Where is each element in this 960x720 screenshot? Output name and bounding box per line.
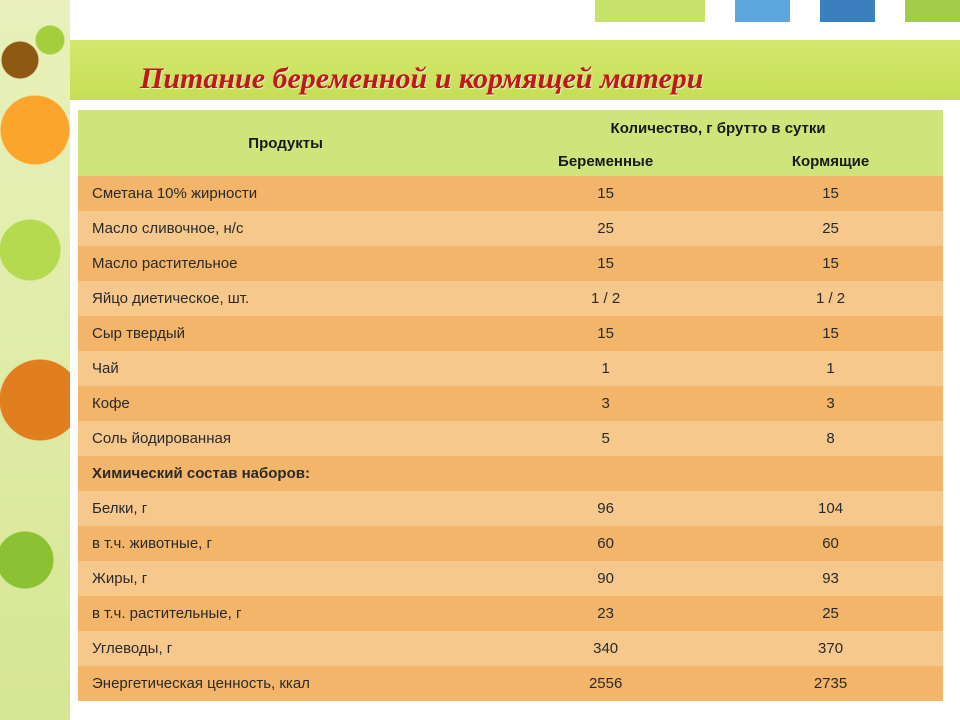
col-header-amount: Количество, г брутто в сутки [493,110,943,147]
table-row: Энергетическая ценность, ккал25562735 [78,666,943,701]
row-value-nursing: 1 / 2 [718,281,943,316]
row-value-nursing [718,456,943,491]
row-label: Кофе [78,386,493,421]
row-value-nursing: 1 [718,351,943,386]
table-row: Сыр твердый1515 [78,316,943,351]
row-value-pregnant [493,456,718,491]
row-value-nursing: 370 [718,631,943,666]
row-label: Белки, г [78,491,493,526]
row-value-nursing: 93 [718,561,943,596]
slide: Питание беременной и кормящей матери Про… [0,0,960,720]
row-label: Яйцо диетическое, шт. [78,281,493,316]
top-color-bars [595,0,960,22]
row-label: Углеводы, г [78,631,493,666]
row-value-pregnant: 90 [493,561,718,596]
row-label: Сыр твердый [78,316,493,351]
table-row: Соль йодированная58 [78,421,943,456]
col-subheader-nursing: Кормящие [718,147,943,176]
nutrition-table: Продукты Количество, г брутто в сутки Бе… [78,110,943,701]
table-row: Сметана 10% жирности1515 [78,176,943,211]
row-value-nursing: 60 [718,526,943,561]
row-value-pregnant: 15 [493,246,718,281]
table-row: Масло сливочное, н/с2525 [78,211,943,246]
row-value-nursing: 8 [718,421,943,456]
row-value-nursing: 15 [718,176,943,211]
row-label: Энергетическая ценность, ккал [78,666,493,701]
row-value-pregnant: 340 [493,631,718,666]
row-value-pregnant: 5 [493,421,718,456]
row-value-nursing: 15 [718,246,943,281]
row-label: Сметана 10% жирности [78,176,493,211]
table-row: Химический состав наборов: [78,456,943,491]
row-label: Соль йодированная [78,421,493,456]
left-photo-strip [0,0,70,720]
table-row: Жиры, г9093 [78,561,943,596]
table-row: Кофе33 [78,386,943,421]
table-row: Яйцо диетическое, шт.1 / 21 / 2 [78,281,943,316]
row-value-pregnant: 60 [493,526,718,561]
row-value-pregnant: 15 [493,316,718,351]
slide-title: Питание беременной и кормящей матери [140,62,940,96]
row-label: Чай [78,351,493,386]
row-value-pregnant: 25 [493,211,718,246]
table-row: в т.ч. животные, г6060 [78,526,943,561]
row-label: Химический состав наборов: [78,456,493,491]
row-value-nursing: 104 [718,491,943,526]
row-value-pregnant: 96 [493,491,718,526]
row-value-pregnant: 2556 [493,666,718,701]
row-value-pregnant: 1 / 2 [493,281,718,316]
row-value-pregnant: 3 [493,386,718,421]
row-value-pregnant: 23 [493,596,718,631]
row-label: Масло сливочное, н/с [78,211,493,246]
row-value-nursing: 3 [718,386,943,421]
row-value-pregnant: 1 [493,351,718,386]
table-row: Белки, г96104 [78,491,943,526]
table-row: Чай11 [78,351,943,386]
table-row: Углеводы, г340370 [78,631,943,666]
col-header-products: Продукты [78,110,493,176]
row-value-nursing: 25 [718,211,943,246]
row-value-pregnant: 15 [493,176,718,211]
table-row: Масло растительное1515 [78,246,943,281]
row-label: в т.ч. животные, г [78,526,493,561]
row-label: в т.ч. растительные, г [78,596,493,631]
col-subheader-pregnant: Беременные [493,147,718,176]
row-value-nursing: 15 [718,316,943,351]
table-row: в т.ч. растительные, г2325 [78,596,943,631]
row-value-nursing: 25 [718,596,943,631]
row-label: Жиры, г [78,561,493,596]
row-value-nursing: 2735 [718,666,943,701]
row-label: Масло растительное [78,246,493,281]
